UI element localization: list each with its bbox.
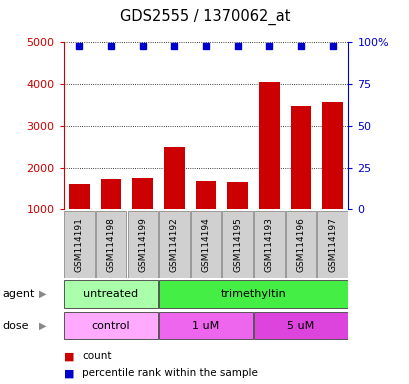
Text: control: control bbox=[92, 321, 130, 331]
Text: 1 uM: 1 uM bbox=[192, 321, 219, 331]
Bar bbox=[321, 101, 342, 209]
Bar bbox=[132, 178, 153, 209]
Text: ▶: ▶ bbox=[39, 289, 47, 299]
Text: ▶: ▶ bbox=[39, 321, 47, 331]
Text: GSM114193: GSM114193 bbox=[264, 217, 273, 271]
Text: GSM114194: GSM114194 bbox=[201, 217, 210, 271]
Bar bbox=[96, 211, 126, 278]
Text: GSM114199: GSM114199 bbox=[138, 217, 147, 271]
Text: GSM114192: GSM114192 bbox=[169, 217, 178, 271]
Bar bbox=[190, 211, 221, 278]
Bar bbox=[64, 312, 157, 339]
Bar bbox=[254, 312, 347, 339]
Text: GSM114195: GSM114195 bbox=[233, 217, 242, 271]
Bar bbox=[127, 211, 157, 278]
Text: untreated: untreated bbox=[83, 289, 138, 299]
Text: GDS2555 / 1370062_at: GDS2555 / 1370062_at bbox=[119, 9, 290, 25]
Text: GSM114191: GSM114191 bbox=[75, 217, 84, 271]
Bar bbox=[159, 312, 252, 339]
Bar bbox=[195, 181, 216, 209]
Text: dose: dose bbox=[2, 321, 29, 331]
Text: GSM114197: GSM114197 bbox=[327, 217, 336, 271]
Text: ■: ■ bbox=[63, 368, 74, 378]
Text: percentile rank within the sample: percentile rank within the sample bbox=[82, 368, 257, 378]
Text: agent: agent bbox=[2, 289, 34, 299]
Bar bbox=[69, 184, 90, 209]
Text: trimethyltin: trimethyltin bbox=[220, 289, 286, 299]
Bar bbox=[164, 147, 184, 209]
Text: ■: ■ bbox=[63, 351, 74, 361]
Bar bbox=[254, 211, 284, 278]
Bar bbox=[258, 82, 279, 209]
Bar bbox=[64, 211, 94, 278]
Bar bbox=[101, 179, 121, 209]
Text: 5 uM: 5 uM bbox=[287, 321, 314, 331]
Bar bbox=[159, 280, 347, 308]
Bar bbox=[222, 211, 252, 278]
Text: GSM114196: GSM114196 bbox=[296, 217, 305, 271]
Text: count: count bbox=[82, 351, 111, 361]
Bar bbox=[317, 211, 347, 278]
Bar bbox=[285, 211, 315, 278]
Bar bbox=[159, 211, 189, 278]
Text: GSM114198: GSM114198 bbox=[106, 217, 115, 271]
Bar bbox=[64, 280, 157, 308]
Bar bbox=[227, 182, 247, 209]
Bar bbox=[290, 106, 310, 209]
